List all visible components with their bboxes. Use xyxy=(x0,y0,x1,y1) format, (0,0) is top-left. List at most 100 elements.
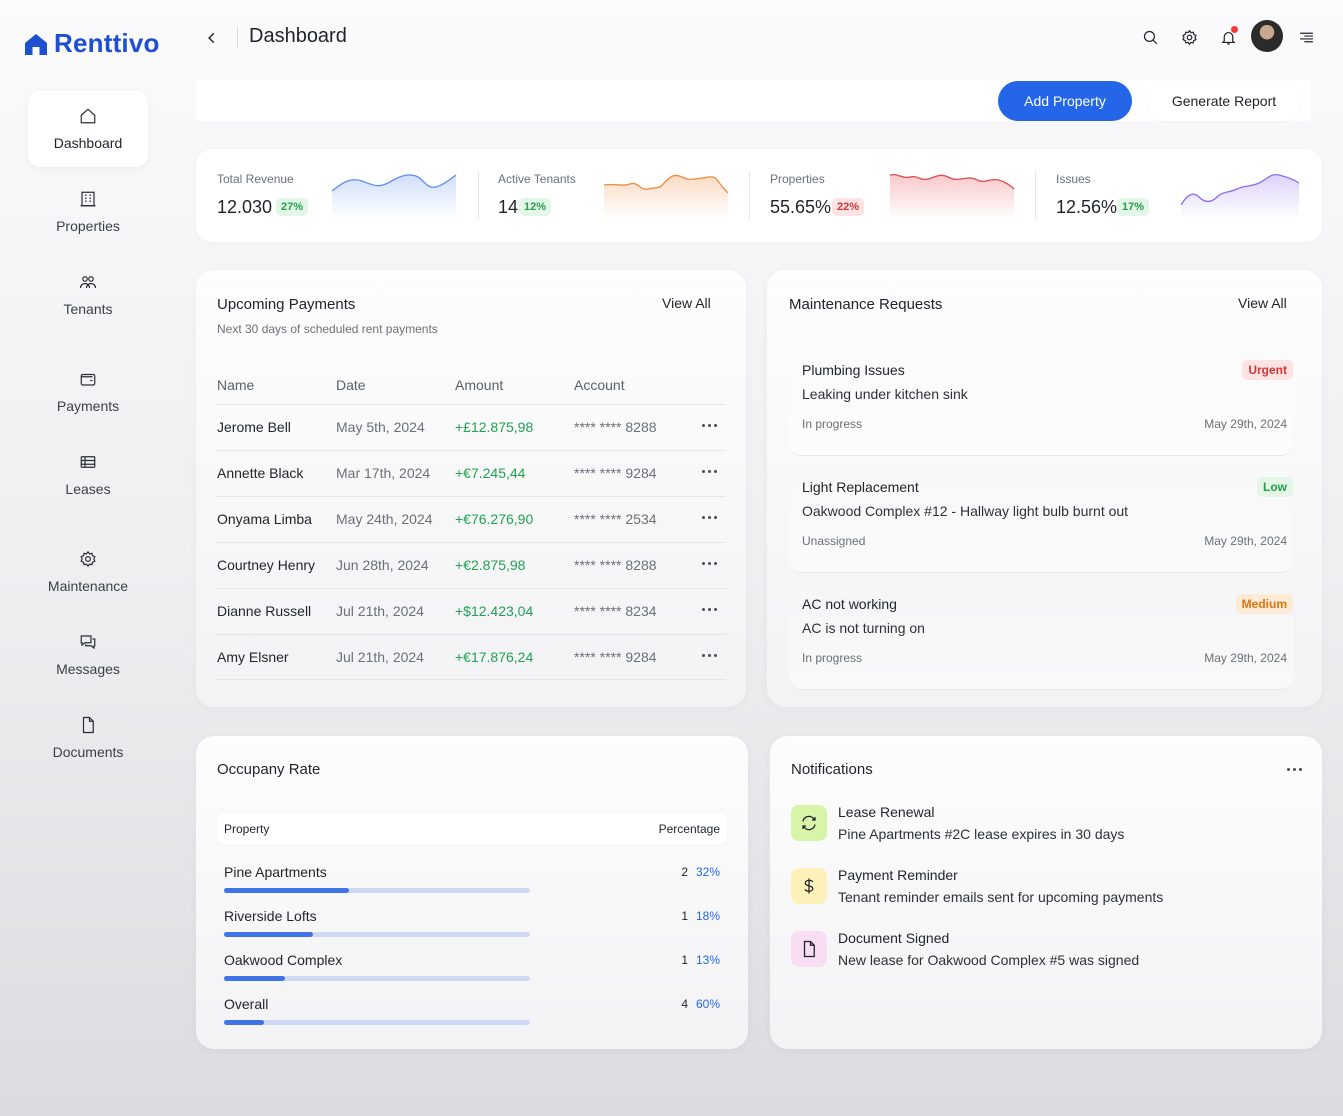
progress-fill xyxy=(224,1020,264,1025)
payment-date: Jul 21th, 2024 xyxy=(336,649,424,665)
brand-logo[interactable]: Renttivo xyxy=(24,28,160,59)
stat-label: Issues xyxy=(1056,172,1091,186)
sidebar-item-label: Tenants xyxy=(63,301,113,317)
request-date: May 29th, 2024 xyxy=(1204,534,1287,548)
more-options-icon[interactable] xyxy=(698,462,720,480)
payment-date: May 5th, 2024 xyxy=(336,419,425,435)
settings-button[interactable] xyxy=(1178,26,1200,48)
card-title: Maintenance Requests xyxy=(789,296,943,313)
payment-name: Amy Elsner xyxy=(217,649,289,665)
occupancy-percent: 13% xyxy=(695,953,720,967)
maintenance-request[interactable]: Light Replacement Low Oakwood Complex #1… xyxy=(789,465,1293,573)
progress-fill xyxy=(224,888,350,893)
tenants-sparkline xyxy=(604,174,729,219)
notification-title: Document Signed xyxy=(838,930,950,946)
request-description: Oakwood Complex #12 - Hallway light bulb… xyxy=(802,503,1129,519)
more-options-icon[interactable] xyxy=(1283,762,1305,776)
notification-item[interactable]: Lease Renewal Pine Apartments #2C lease … xyxy=(791,804,1291,849)
users-icon xyxy=(79,276,97,289)
occupancy-row: Pine Apartments 2 32% xyxy=(224,864,724,904)
list-icon xyxy=(80,456,96,468)
occupancy-table-header: Property Percentage xyxy=(217,813,727,844)
menu-button[interactable] xyxy=(1295,26,1317,48)
unit-count: 1 xyxy=(681,909,688,923)
table-row[interactable]: Onyama Limba May 24th, 2024 +€76.276,90 … xyxy=(216,496,726,542)
request-description: AC is not turning on xyxy=(802,620,925,636)
more-options-icon[interactable] xyxy=(698,600,720,618)
gear-icon xyxy=(1181,29,1197,45)
column-header[interactable]: Name xyxy=(217,377,255,393)
maintenance-request[interactable]: Plumbing Issues Urgent Leaking under kit… xyxy=(789,348,1293,456)
sidebar-item-label: Messages xyxy=(56,661,120,677)
table-row[interactable]: Dianne Russell Jul 21th, 2024 +$12.423,0… xyxy=(216,588,726,634)
payment-account: **** **** 9284 xyxy=(574,465,657,481)
table-row[interactable]: Amy Elsner Jul 21th, 2024 +€17.876,24 **… xyxy=(216,634,726,680)
table-row[interactable]: Annette Black Mar 17th, 2024 +€7.245,44 … xyxy=(216,450,726,496)
sidebar-item-documents[interactable]: Documents xyxy=(28,700,148,776)
more-options-icon[interactable] xyxy=(698,416,720,434)
payment-name: Courtney Henry xyxy=(217,557,316,573)
table-row[interactable]: Courtney Henry Jun 28th, 2024 +€2.875,98… xyxy=(216,542,726,588)
property-name: Riverside Lofts xyxy=(224,908,317,924)
search-button[interactable] xyxy=(1139,26,1161,48)
progress-track xyxy=(224,888,530,893)
card-title: Upcoming Payments xyxy=(217,296,356,313)
sidebar-item-payments[interactable]: Payments xyxy=(28,354,148,430)
payment-date: May 24th, 2024 xyxy=(336,511,433,527)
occupancy-percent: 60% xyxy=(695,997,720,1011)
progress-fill xyxy=(224,932,313,937)
property-name: Pine Apartments xyxy=(224,864,327,880)
column-header[interactable]: Account xyxy=(574,377,625,393)
chat-icon xyxy=(80,635,96,650)
back-button[interactable] xyxy=(200,26,224,50)
sidebar-item-dashboard[interactable]: Dashboard xyxy=(28,91,148,167)
stat-value: 55.65% xyxy=(770,197,832,217)
sidebar-item-maintenance[interactable]: Maintenance xyxy=(28,534,148,610)
request-description: Leaking under kitchen sink xyxy=(802,386,968,402)
add-property-button[interactable]: Add Property xyxy=(998,81,1132,121)
payment-date: Jul 21th, 2024 xyxy=(336,603,424,619)
stat-change-badge: 27% xyxy=(276,198,309,216)
column-header[interactable]: Amount xyxy=(455,377,504,393)
property-name: Overall xyxy=(224,996,269,1012)
column-header[interactable]: Property xyxy=(224,822,270,836)
payment-amount: +€17.876,24 xyxy=(455,649,534,665)
more-options-icon[interactable] xyxy=(698,508,720,526)
generate-report-button[interactable]: Generate Report xyxy=(1148,81,1300,121)
unit-count: 1 xyxy=(681,953,688,967)
action-bar xyxy=(196,80,1311,121)
upcoming-payments-card: Upcoming Payments View All Next 30 days … xyxy=(196,270,746,707)
notification-item[interactable]: Document Signed New lease for Oakwood Co… xyxy=(791,930,1291,975)
payment-account: **** **** 8234 xyxy=(574,603,657,619)
request-date: May 29th, 2024 xyxy=(1204,651,1287,665)
sidebar-item-properties[interactable]: Properties xyxy=(28,174,148,250)
home-logo-icon xyxy=(25,33,47,55)
payments-view-all-link[interactable]: View All xyxy=(662,295,711,311)
payment-name: Onyama Limba xyxy=(217,511,312,527)
sidebar-item-tenants[interactable]: Tenants xyxy=(28,257,148,333)
stat-label: Properties xyxy=(770,172,825,186)
table-row[interactable]: Jerome Bell May 5th, 2024 +£12.875,98 **… xyxy=(216,404,726,450)
priority-badge: Urgent xyxy=(1242,360,1293,380)
more-options-icon[interactable] xyxy=(698,646,720,664)
occupancy-row: Riverside Lofts 1 18% xyxy=(224,908,724,948)
maintenance-requests-card: Maintenance Requests View All Plumbing I… xyxy=(767,270,1322,707)
sidebar-item-leases[interactable]: Leases xyxy=(28,437,148,513)
notification-item[interactable]: Payment Reminder Tenant reminder emails … xyxy=(791,867,1291,912)
column-header[interactable]: Percentage xyxy=(658,822,720,836)
maintenance-request[interactable]: AC not working Medium AC is not turning … xyxy=(789,582,1293,690)
more-options-icon[interactable] xyxy=(698,554,720,572)
sidebar-item-messages[interactable]: Messages xyxy=(28,617,148,693)
maintenance-view-all-link[interactable]: View All xyxy=(1238,295,1287,311)
column-header[interactable]: Date xyxy=(336,377,366,393)
notifications-card: Notifications Lease Renewal Pine Apartme… xyxy=(770,736,1322,1049)
progress-track xyxy=(224,976,530,981)
avatar[interactable] xyxy=(1251,20,1283,52)
sidebar-item-label: Maintenance xyxy=(47,578,129,594)
payment-name: Dianne Russell xyxy=(217,603,312,619)
request-status: In progress xyxy=(802,651,863,665)
unit-count: 4 xyxy=(681,997,688,1011)
request-title: AC not working xyxy=(802,596,897,612)
notifications-button[interactable] xyxy=(1217,26,1239,48)
payment-amount: +€7.245,44 xyxy=(455,465,526,481)
